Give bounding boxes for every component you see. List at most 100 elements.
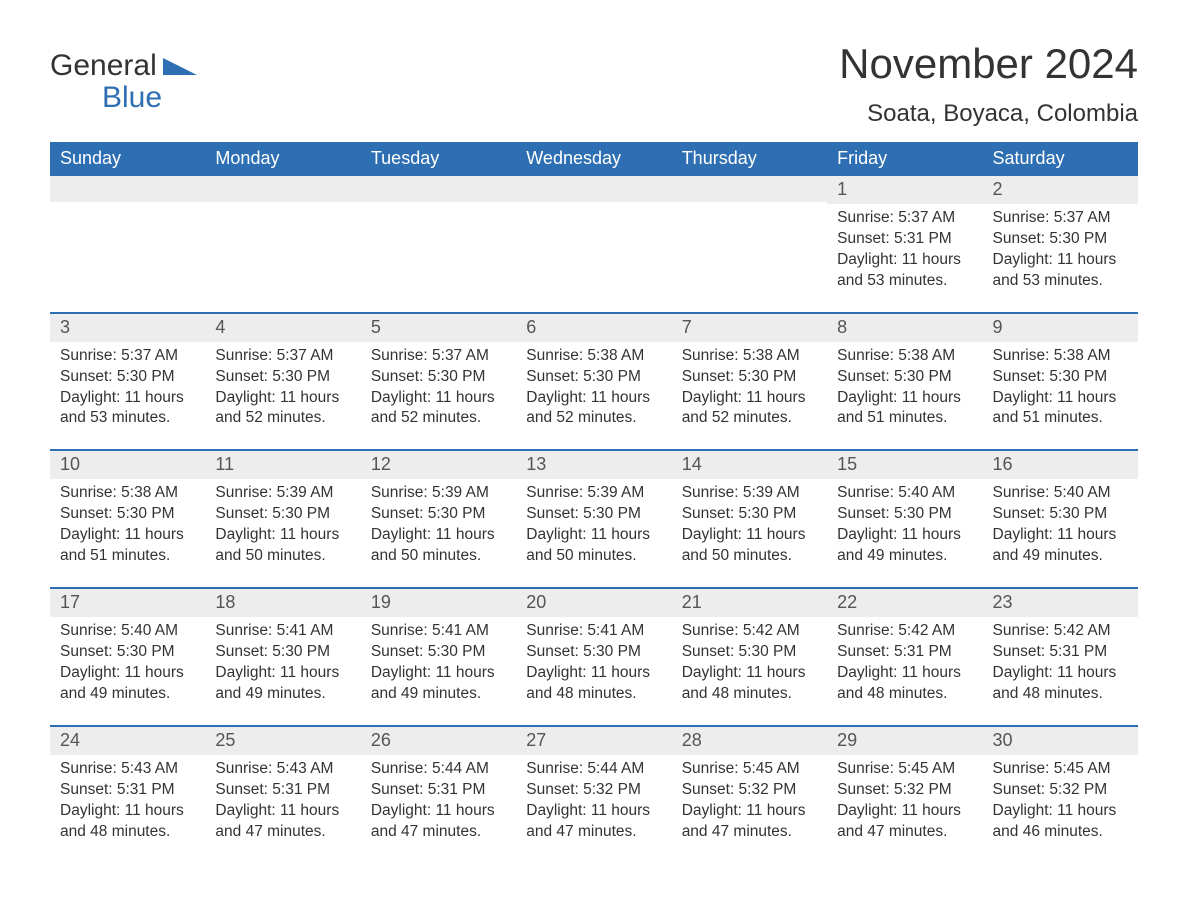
daylight-line: Daylight: 11 hours and 51 minutes. (993, 388, 1128, 430)
sunset-line: Sunset: 5:30 PM (682, 367, 817, 388)
sunrise-line: Sunrise: 5:40 AM (60, 621, 195, 642)
day-number: 13 (516, 451, 671, 479)
day-cell: 8Sunrise: 5:38 AMSunset: 5:30 PMDaylight… (827, 314, 982, 450)
daylight-line: Daylight: 11 hours and 53 minutes. (837, 250, 972, 292)
weekday-header: Tuesday (361, 142, 516, 176)
day-number: 22 (827, 589, 982, 617)
day-number: 19 (361, 589, 516, 617)
daylight-line: Daylight: 11 hours and 51 minutes. (837, 388, 972, 430)
brand-logo: General Blue (50, 40, 197, 113)
page-title: November 2024 (839, 40, 1138, 88)
sunset-line: Sunset: 5:31 PM (60, 780, 195, 801)
day-number (50, 176, 205, 202)
week-row: 24Sunrise: 5:43 AMSunset: 5:31 PMDayligh… (50, 725, 1138, 863)
day-number: 2 (983, 176, 1138, 204)
day-cell: 26Sunrise: 5:44 AMSunset: 5:31 PMDayligh… (361, 727, 516, 863)
day-details: Sunrise: 5:37 AMSunset: 5:30 PMDaylight:… (983, 204, 1138, 292)
day-number: 3 (50, 314, 205, 342)
sunset-line: Sunset: 5:30 PM (215, 367, 350, 388)
day-cell: 28Sunrise: 5:45 AMSunset: 5:32 PMDayligh… (672, 727, 827, 863)
sunrise-line: Sunrise: 5:44 AM (371, 759, 506, 780)
sunrise-line: Sunrise: 5:45 AM (993, 759, 1128, 780)
daylight-line: Daylight: 11 hours and 53 minutes. (60, 388, 195, 430)
daylight-line: Daylight: 11 hours and 47 minutes. (371, 801, 506, 843)
daylight-line: Daylight: 11 hours and 49 minutes. (837, 525, 972, 567)
weekday-header: Monday (205, 142, 360, 176)
brand-text-general: General (50, 50, 157, 82)
sunset-line: Sunset: 5:32 PM (526, 780, 661, 801)
day-details: Sunrise: 5:41 AMSunset: 5:30 PMDaylight:… (516, 617, 671, 705)
sunset-line: Sunset: 5:30 PM (993, 229, 1128, 250)
day-cell: 21Sunrise: 5:42 AMSunset: 5:30 PMDayligh… (672, 589, 827, 725)
day-details: Sunrise: 5:44 AMSunset: 5:31 PMDaylight:… (361, 755, 516, 843)
day-details: Sunrise: 5:43 AMSunset: 5:31 PMDaylight:… (205, 755, 360, 843)
calendar: SundayMondayTuesdayWednesdayThursdayFrid… (50, 142, 1138, 862)
week-row: 1Sunrise: 5:37 AMSunset: 5:31 PMDaylight… (50, 176, 1138, 312)
sunrise-line: Sunrise: 5:45 AM (682, 759, 817, 780)
day-cell (361, 176, 516, 312)
sunrise-line: Sunrise: 5:38 AM (60, 483, 195, 504)
sunset-line: Sunset: 5:30 PM (526, 504, 661, 525)
daylight-line: Daylight: 11 hours and 48 minutes. (526, 663, 661, 705)
sunset-line: Sunset: 5:30 PM (60, 367, 195, 388)
day-cell: 15Sunrise: 5:40 AMSunset: 5:30 PMDayligh… (827, 451, 982, 587)
sunset-line: Sunset: 5:30 PM (682, 504, 817, 525)
sunset-line: Sunset: 5:31 PM (215, 780, 350, 801)
daylight-line: Daylight: 11 hours and 49 minutes. (993, 525, 1128, 567)
sunrise-line: Sunrise: 5:41 AM (215, 621, 350, 642)
sunrise-line: Sunrise: 5:42 AM (837, 621, 972, 642)
day-details: Sunrise: 5:39 AMSunset: 5:30 PMDaylight:… (361, 479, 516, 567)
day-number: 8 (827, 314, 982, 342)
sunset-line: Sunset: 5:30 PM (682, 642, 817, 663)
day-number: 17 (50, 589, 205, 617)
day-details: Sunrise: 5:38 AMSunset: 5:30 PMDaylight:… (672, 342, 827, 430)
daylight-line: Daylight: 11 hours and 50 minutes. (682, 525, 817, 567)
brand-text-blue: Blue (102, 82, 197, 114)
day-details: Sunrise: 5:39 AMSunset: 5:30 PMDaylight:… (672, 479, 827, 567)
daylight-line: Daylight: 11 hours and 47 minutes. (215, 801, 350, 843)
sunset-line: Sunset: 5:30 PM (993, 367, 1128, 388)
day-number: 23 (983, 589, 1138, 617)
sunset-line: Sunset: 5:31 PM (993, 642, 1128, 663)
daylight-line: Daylight: 11 hours and 48 minutes. (682, 663, 817, 705)
sunrise-line: Sunrise: 5:39 AM (215, 483, 350, 504)
day-cell: 11Sunrise: 5:39 AMSunset: 5:30 PMDayligh… (205, 451, 360, 587)
daylight-line: Daylight: 11 hours and 47 minutes. (837, 801, 972, 843)
day-number: 14 (672, 451, 827, 479)
day-cell: 4Sunrise: 5:37 AMSunset: 5:30 PMDaylight… (205, 314, 360, 450)
day-number (361, 176, 516, 202)
daylight-line: Daylight: 11 hours and 49 minutes. (371, 663, 506, 705)
brand-triangle-icon (163, 53, 197, 75)
weekday-header: Wednesday (516, 142, 671, 176)
sunrise-line: Sunrise: 5:37 AM (993, 208, 1128, 229)
day-details: Sunrise: 5:41 AMSunset: 5:30 PMDaylight:… (205, 617, 360, 705)
day-details: Sunrise: 5:42 AMSunset: 5:30 PMDaylight:… (672, 617, 827, 705)
day-number: 20 (516, 589, 671, 617)
sunset-line: Sunset: 5:31 PM (371, 780, 506, 801)
sunrise-line: Sunrise: 5:44 AM (526, 759, 661, 780)
day-cell: 1Sunrise: 5:37 AMSunset: 5:31 PMDaylight… (827, 176, 982, 312)
daylight-line: Daylight: 11 hours and 50 minutes. (371, 525, 506, 567)
sunrise-line: Sunrise: 5:43 AM (60, 759, 195, 780)
daylight-line: Daylight: 11 hours and 50 minutes. (526, 525, 661, 567)
daylight-line: Daylight: 11 hours and 47 minutes. (682, 801, 817, 843)
day-number (205, 176, 360, 202)
weekday-header-row: SundayMondayTuesdayWednesdayThursdayFrid… (50, 142, 1138, 176)
sunset-line: Sunset: 5:30 PM (60, 504, 195, 525)
day-details: Sunrise: 5:40 AMSunset: 5:30 PMDaylight:… (983, 479, 1138, 567)
sunrise-line: Sunrise: 5:37 AM (371, 346, 506, 367)
location-subtitle: Soata, Boyaca, Colombia (839, 100, 1138, 128)
day-details: Sunrise: 5:39 AMSunset: 5:30 PMDaylight:… (205, 479, 360, 567)
day-cell: 3Sunrise: 5:37 AMSunset: 5:30 PMDaylight… (50, 314, 205, 450)
day-cell (205, 176, 360, 312)
sunrise-line: Sunrise: 5:39 AM (526, 483, 661, 504)
daylight-line: Daylight: 11 hours and 52 minutes. (215, 388, 350, 430)
day-cell: 7Sunrise: 5:38 AMSunset: 5:30 PMDaylight… (672, 314, 827, 450)
day-details: Sunrise: 5:44 AMSunset: 5:32 PMDaylight:… (516, 755, 671, 843)
header-block: General Blue November 2024 Soata, Boyaca… (50, 40, 1138, 128)
day-number: 11 (205, 451, 360, 479)
day-cell: 19Sunrise: 5:41 AMSunset: 5:30 PMDayligh… (361, 589, 516, 725)
daylight-line: Daylight: 11 hours and 48 minutes. (993, 663, 1128, 705)
day-details: Sunrise: 5:38 AMSunset: 5:30 PMDaylight:… (50, 479, 205, 567)
day-details: Sunrise: 5:37 AMSunset: 5:30 PMDaylight:… (50, 342, 205, 430)
